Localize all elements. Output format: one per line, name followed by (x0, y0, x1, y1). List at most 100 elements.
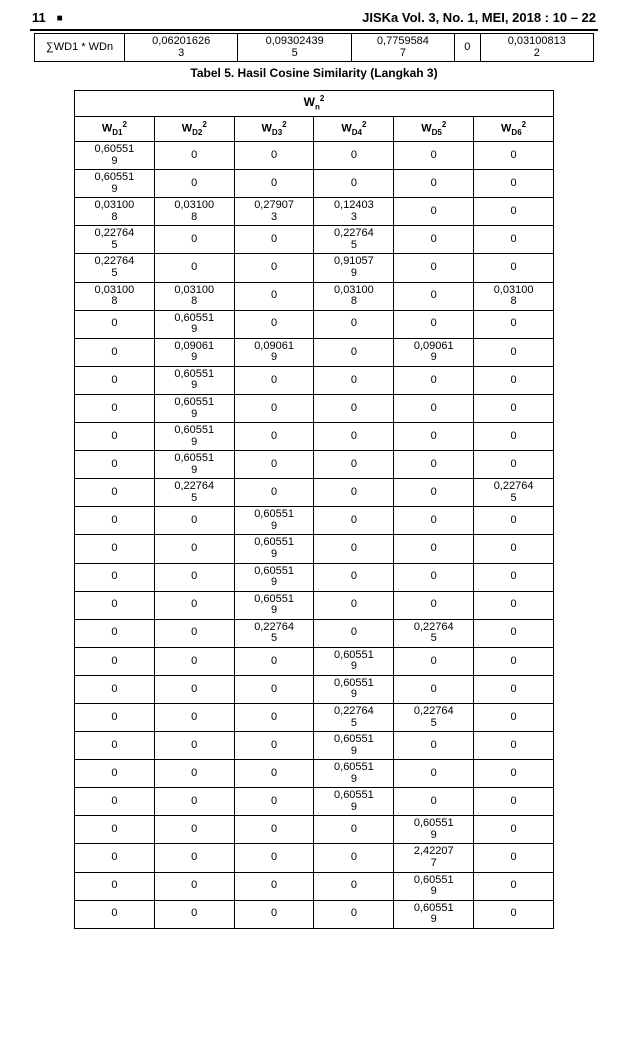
col-header: WD62 (474, 116, 554, 141)
table-row: 0,60551900000 (75, 170, 554, 198)
data-cell: 0 (75, 366, 155, 394)
data-cell: 0,227645 (314, 226, 394, 254)
data-cell: 0 (314, 872, 394, 900)
data-cell: 0 (154, 703, 234, 731)
data-cell: 0 (234, 900, 314, 928)
table-row: 0000,60551900 (75, 675, 554, 703)
data-cell: 0 (474, 170, 554, 198)
data-cell: 0 (314, 366, 394, 394)
data-cell: 0,227645 (474, 479, 554, 507)
data-cell: 0 (474, 394, 554, 422)
data-cell: 0,031008 (154, 282, 234, 310)
data-cell: 0 (474, 423, 554, 451)
data-cell: 2,422077 (394, 844, 474, 872)
data-cell: 0 (154, 675, 234, 703)
data-cell: 0 (154, 844, 234, 872)
data-cell: 0,279073 (234, 198, 314, 226)
page-number: 11 (32, 10, 46, 25)
data-cell: 0 (154, 760, 234, 788)
data-cell: 0 (75, 563, 155, 591)
data-cell: 0 (154, 872, 234, 900)
table-row: 0000,60551900 (75, 732, 554, 760)
table-row: 000,22764500,2276450 (75, 619, 554, 647)
data-cell: 0 (474, 142, 554, 170)
data-cell: 0 (474, 507, 554, 535)
data-cell: 0 (394, 394, 474, 422)
data-cell: 0 (75, 872, 155, 900)
data-cell: 0 (314, 142, 394, 170)
data-cell: 0 (154, 563, 234, 591)
data-cell: 0 (474, 675, 554, 703)
data-cell: 0 (234, 142, 314, 170)
data-cell: 0 (234, 310, 314, 338)
data-cell: 0 (474, 338, 554, 366)
data-cell: 0 (394, 310, 474, 338)
data-cell: 0,605519 (154, 394, 234, 422)
data-cell: 0 (234, 703, 314, 731)
data-cell: 0 (394, 170, 474, 198)
data-cell: 0 (75, 675, 155, 703)
data-cell: 0 (394, 282, 474, 310)
data-cell: 0 (474, 451, 554, 479)
data-cell: 0,031008 (75, 198, 155, 226)
data-cell: 0 (474, 816, 554, 844)
data-cell: 0,605519 (394, 900, 474, 928)
table-row: ∑WD1 * WDn 0,062016263 0,093024395 0,775… (35, 34, 594, 62)
table-row: 00,0906190,09061900,0906190 (75, 338, 554, 366)
data-cell: 0 (314, 451, 394, 479)
data-cell: 0 (474, 310, 554, 338)
table-header-row: Wn2 (75, 91, 554, 117)
table-row: 00,6055190000 (75, 423, 554, 451)
table-row: 0000,60551900 (75, 788, 554, 816)
data-cell: 0 (394, 732, 474, 760)
data-cell: 0 (75, 760, 155, 788)
data-cell: 0 (394, 563, 474, 591)
header-rule (30, 27, 598, 31)
data-cell: 0 (474, 226, 554, 254)
table-row: 0,0310080,03100800,03100800,031008 (75, 282, 554, 310)
data-cell: 0 (474, 366, 554, 394)
data-cell: 0 (154, 816, 234, 844)
data-cell: 0 (394, 535, 474, 563)
data-cell: 0 (154, 788, 234, 816)
data-cell: 0 (234, 479, 314, 507)
data-cell: 0,090619 (394, 338, 474, 366)
data-cell: 0 (314, 816, 394, 844)
data-cell: 0 (154, 142, 234, 170)
data-cell: 0 (234, 788, 314, 816)
table-header-row: WD12 WD22 WD32 WD42 WD52 WD62 (75, 116, 554, 141)
page: 11 ■ JISKa Vol. 3, No. 1, MEI, 2018 : 10… (0, 0, 628, 949)
data-cell: 0 (474, 254, 554, 282)
table-caption: Tabel 5. Hasil Cosine Similarity (Langka… (30, 66, 598, 80)
data-cell: 0,031008 (154, 198, 234, 226)
data-cell: 0,605519 (75, 142, 155, 170)
data-cell: 0 (474, 760, 554, 788)
data-cell: 0 (234, 816, 314, 844)
sum-row-label: ∑WD1 * WDn (35, 34, 125, 62)
data-cell: 0 (474, 198, 554, 226)
data-cell: 0,605519 (314, 788, 394, 816)
data-cell: 0 (394, 647, 474, 675)
data-cell: 0 (314, 394, 394, 422)
data-cell: 0 (75, 310, 155, 338)
table-row: 0000,60551900 (75, 760, 554, 788)
data-cell: 0 (314, 591, 394, 619)
data-cell: 0 (234, 760, 314, 788)
square-icon: ■ (57, 13, 63, 24)
table-row: 00002,4220770 (75, 844, 554, 872)
data-cell: 0,605519 (394, 816, 474, 844)
data-cell: 0 (314, 619, 394, 647)
data-cell: 0 (154, 535, 234, 563)
table-row: 00,6055190000 (75, 366, 554, 394)
col-header: WD32 (234, 116, 314, 141)
data-cell: 0,124033 (314, 198, 394, 226)
data-cell: 0 (394, 675, 474, 703)
page-header: 11 ■ JISKa Vol. 3, No. 1, MEI, 2018 : 10… (30, 10, 598, 27)
data-cell: 0 (394, 366, 474, 394)
data-cell: 0,605519 (234, 591, 314, 619)
table-row: 0,227645000,91057900 (75, 254, 554, 282)
data-cell: 0 (75, 451, 155, 479)
data-cell: 0 (234, 226, 314, 254)
sum-cell: 0,093024395 (238, 34, 351, 62)
data-cell: 0,605519 (394, 872, 474, 900)
